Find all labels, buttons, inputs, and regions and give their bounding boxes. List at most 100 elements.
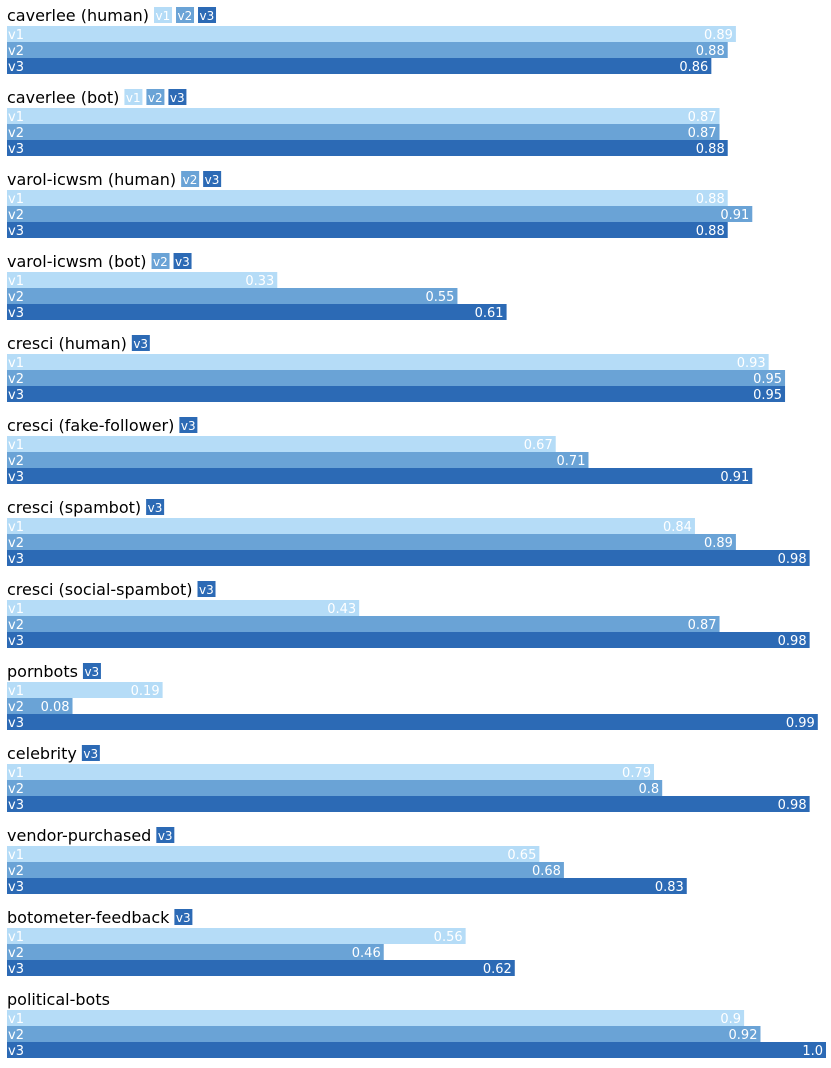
value-label: 0.67 xyxy=(524,438,553,453)
bar-v3 xyxy=(7,878,687,894)
series-label: v1 xyxy=(8,520,24,535)
version-tag xyxy=(174,909,193,925)
value-label: 1.0 xyxy=(802,1044,823,1059)
value-label: 0.87 xyxy=(688,110,717,125)
value-label: 0.46 xyxy=(352,946,381,961)
bar-v2 xyxy=(7,616,720,632)
bar-v1 xyxy=(7,108,720,124)
version-tag xyxy=(179,417,198,433)
value-label: 0.68 xyxy=(532,864,561,879)
group-title: cresci (spambot) xyxy=(7,498,141,517)
version-tag xyxy=(176,7,195,23)
series-label: v2 xyxy=(8,208,24,223)
version-tag-label: v3 xyxy=(181,419,196,433)
bar-v3 xyxy=(7,58,712,74)
value-label: 0.08 xyxy=(41,700,70,715)
series-label: v3 xyxy=(8,306,24,321)
series-label: v3 xyxy=(8,224,24,239)
group-title: political-bots xyxy=(7,990,110,1009)
series-label: v3 xyxy=(8,60,24,75)
value-label: 0.98 xyxy=(778,634,807,649)
value-label: 0.92 xyxy=(729,1028,758,1043)
bar-v3 xyxy=(7,714,818,730)
bar-v1 xyxy=(7,354,769,370)
bar-v3 xyxy=(7,140,728,156)
version-tag xyxy=(131,335,150,351)
bar-v3 xyxy=(7,550,810,566)
value-label: 0.99 xyxy=(786,716,815,731)
bar-v2 xyxy=(7,780,663,796)
series-label: v3 xyxy=(8,552,24,567)
series-label: v2 xyxy=(8,782,24,797)
bar-v1 xyxy=(7,928,466,944)
bar-group: pornbots v3 v1 0.19 v2 0.08 v3 0.99 xyxy=(7,662,818,731)
value-label: 0.87 xyxy=(688,126,717,141)
group-title: pornbots xyxy=(7,662,78,681)
group-title: caverlee (bot) xyxy=(7,88,119,107)
value-label: 0.95 xyxy=(753,372,782,387)
version-tag xyxy=(156,827,175,843)
bar-v3 xyxy=(7,796,810,812)
series-label: v2 xyxy=(8,372,24,387)
group-title: varol-icwsm (human) xyxy=(7,170,176,189)
series-label: v3 xyxy=(8,470,24,485)
bar-v1 xyxy=(7,272,278,288)
bar-group: vendor-purchased v3 v1 0.65 v2 0.68 v3 0.83 xyxy=(7,826,687,895)
series-label: v1 xyxy=(8,274,24,289)
value-label: 0.88 xyxy=(696,44,725,59)
value-label: 0.19 xyxy=(131,684,160,699)
bar-v2 xyxy=(7,124,720,140)
bar-v1 xyxy=(7,26,736,42)
version-tag-label: v3 xyxy=(170,91,185,105)
bar-group: botometer-feedback v3 v1 0.56 v2 0.46 v3 0.62 xyxy=(7,908,515,977)
group-title: caverlee (human) xyxy=(7,6,149,25)
series-label: v1 xyxy=(8,438,24,453)
version-tag-label: v3 xyxy=(133,337,148,351)
bar-v2 xyxy=(7,534,736,550)
value-label: 0.71 xyxy=(557,454,586,469)
bar-v3 xyxy=(7,468,753,484)
series-label: v3 xyxy=(8,798,24,813)
series-label: v1 xyxy=(8,684,24,699)
series-label: v3 xyxy=(8,388,24,403)
version-tag-label: v2 xyxy=(178,9,193,23)
bar-v1 xyxy=(7,436,556,452)
value-label: 0.89 xyxy=(704,28,733,43)
group-title: varol-icwsm (bot) xyxy=(7,252,147,271)
version-tag-label: v3 xyxy=(158,829,173,843)
value-label: 0.91 xyxy=(720,470,749,485)
bar-v3 xyxy=(7,304,507,320)
series-label: v2 xyxy=(8,946,24,961)
version-tag xyxy=(173,253,192,269)
version-tag-label: v3 xyxy=(176,911,191,925)
series-label: v2 xyxy=(8,700,24,715)
value-label: 0.83 xyxy=(655,880,684,895)
series-label: v1 xyxy=(8,766,24,781)
bar-v3 xyxy=(7,386,786,402)
bar-group: cresci (social-spambot) v3 v1 0.43 v2 0.87 v3 0… xyxy=(7,580,810,649)
group-title: cresci (social-spambot) xyxy=(7,580,193,599)
group-title: cresci (human) xyxy=(7,334,127,353)
bar-v2 xyxy=(7,944,384,960)
value-label: 0.98 xyxy=(778,552,807,567)
value-label: 0.89 xyxy=(704,536,733,551)
bar-group: cresci (fake-follower) v3 v1 0.67 v2 0.71 v3 0.… xyxy=(7,416,753,485)
bar-v1 xyxy=(7,846,540,862)
value-label: 0.33 xyxy=(245,274,274,289)
bar-v3 xyxy=(7,960,515,976)
version-tag-label: v3 xyxy=(205,173,220,187)
value-label: 0.93 xyxy=(737,356,766,371)
version-tag xyxy=(154,7,173,23)
version-tag-label: v3 xyxy=(200,9,215,23)
value-label: 0.43 xyxy=(327,602,356,617)
group-title: celebrity xyxy=(7,744,77,763)
bar-group: celebrity v3 v1 0.79 v2 0.8 v3 0.98 xyxy=(7,744,810,813)
value-label: 0.86 xyxy=(679,60,708,75)
version-tag xyxy=(198,7,217,23)
series-label: v1 xyxy=(8,1012,24,1027)
value-label: 0.55 xyxy=(425,290,454,305)
value-label: 0.61 xyxy=(475,306,504,321)
bar-v2 xyxy=(7,452,589,468)
version-tag-label: v3 xyxy=(199,583,214,597)
